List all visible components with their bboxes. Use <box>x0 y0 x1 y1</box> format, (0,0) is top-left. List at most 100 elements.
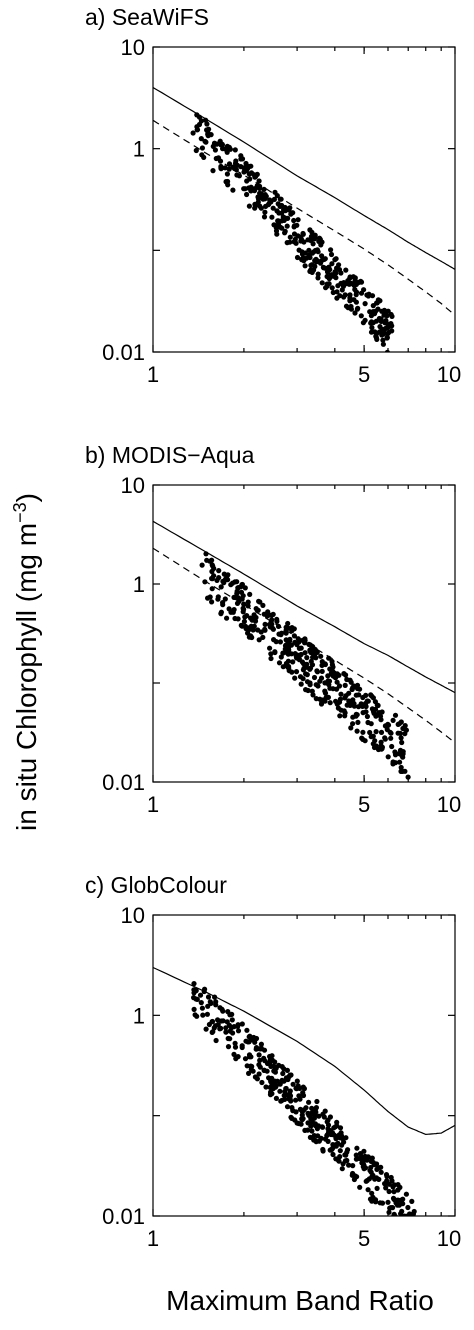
y-tick-label: 10 <box>121 903 145 928</box>
data-point <box>280 664 286 670</box>
x-tick-label: 1 <box>147 1226 159 1251</box>
data-point <box>198 1000 204 1006</box>
data-point <box>351 297 357 303</box>
data-point <box>321 265 327 271</box>
data-point <box>307 666 313 672</box>
data-point <box>302 637 308 644</box>
y-axis-title-sup: −3 <box>10 502 30 523</box>
data-point <box>258 1041 264 1047</box>
data-point <box>260 196 266 202</box>
data-point <box>326 678 333 684</box>
data-point <box>355 719 361 726</box>
data-point <box>257 1064 263 1070</box>
data-point <box>412 1220 417 1225</box>
data-point <box>215 596 221 602</box>
data-point <box>370 733 376 739</box>
data-point <box>290 1081 296 1087</box>
data-point <box>252 205 258 211</box>
scatter-points <box>190 112 395 352</box>
data-point <box>344 676 350 683</box>
data-point <box>368 329 375 335</box>
data-point <box>287 234 293 240</box>
data-point <box>365 719 371 726</box>
data-point <box>357 1151 363 1157</box>
data-point <box>293 1097 299 1103</box>
panel-title: b) MODIS−Aqua <box>85 442 255 468</box>
data-point <box>217 138 223 144</box>
data-point <box>209 557 215 563</box>
data-point <box>283 660 289 667</box>
data-point <box>291 217 297 224</box>
data-point <box>351 703 357 709</box>
data-point <box>197 992 204 998</box>
data-point <box>391 1189 397 1195</box>
data-point <box>253 1045 260 1051</box>
data-point <box>304 661 310 667</box>
data-point <box>226 1022 232 1028</box>
data-point <box>346 690 352 696</box>
data-point <box>327 666 333 672</box>
data-point <box>222 165 228 171</box>
y-tick-label: 1 <box>133 137 145 162</box>
data-point <box>243 1038 249 1044</box>
data-point <box>303 671 309 677</box>
fit-line-dashed <box>153 119 455 316</box>
data-point <box>291 633 297 639</box>
data-point <box>385 1199 391 1205</box>
data-point <box>338 691 344 697</box>
data-point <box>194 1013 200 1019</box>
data-point <box>409 1222 414 1227</box>
data-point <box>348 679 354 685</box>
data-point <box>267 645 273 651</box>
data-point <box>376 710 382 716</box>
data-point <box>360 710 366 716</box>
data-point <box>400 749 406 755</box>
data-point <box>306 1112 312 1118</box>
data-point <box>313 1105 319 1111</box>
data-point <box>364 713 370 720</box>
data-point <box>325 694 331 701</box>
data-point <box>312 1121 318 1127</box>
data-point <box>208 1000 214 1007</box>
data-point <box>245 599 251 605</box>
y-tick-label: 1 <box>133 1003 145 1028</box>
data-point <box>223 1029 229 1035</box>
data-point <box>348 303 354 310</box>
data-point <box>386 1209 392 1215</box>
data-point <box>351 282 357 288</box>
data-point <box>399 1208 405 1214</box>
data-point <box>239 1043 245 1049</box>
data-point <box>334 701 340 707</box>
plot-frame <box>152 914 456 1217</box>
data-point <box>350 1163 356 1169</box>
data-point <box>329 285 335 291</box>
data-point <box>342 710 348 716</box>
data-point <box>329 272 335 278</box>
data-point <box>277 639 283 645</box>
data-point <box>218 609 224 615</box>
data-point <box>287 205 293 211</box>
data-point <box>256 598 262 604</box>
data-point <box>273 1065 279 1071</box>
data-point <box>231 1024 237 1030</box>
data-point <box>246 203 252 209</box>
data-point <box>341 294 347 300</box>
data-point <box>252 201 258 207</box>
data-point <box>385 722 392 728</box>
data-point <box>251 623 257 629</box>
data-point <box>345 1147 351 1153</box>
data-point <box>328 1147 334 1153</box>
data-point <box>353 692 359 698</box>
data-point <box>285 620 291 627</box>
data-point <box>262 192 268 198</box>
data-point <box>339 1142 345 1148</box>
data-point <box>268 655 274 662</box>
data-point <box>272 1079 278 1086</box>
data-point <box>349 686 355 693</box>
data-point <box>372 699 378 705</box>
data-point <box>411 1208 417 1215</box>
data-point <box>368 319 375 325</box>
data-point <box>368 1158 374 1164</box>
data-point <box>319 253 325 259</box>
